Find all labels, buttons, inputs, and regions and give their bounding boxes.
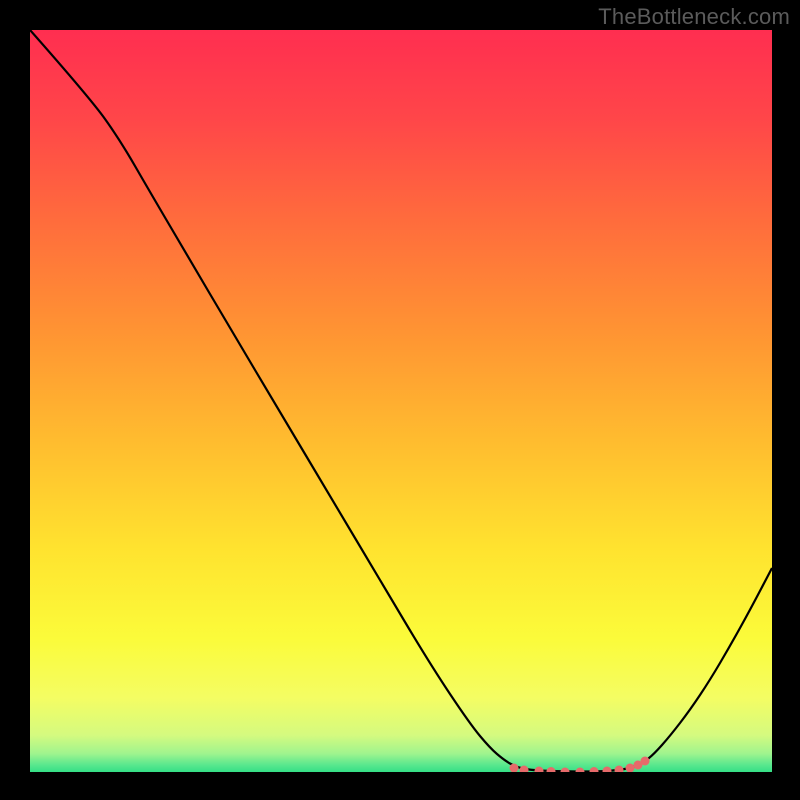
optimal-point-marker [641,757,650,766]
optimal-point-marker [615,766,624,773]
optimal-markers [30,30,772,772]
optimal-point-marker [590,767,599,772]
optimal-point-marker [535,767,544,773]
optimal-point-marker [510,764,519,773]
optimal-point-marker [561,768,570,773]
watermark-text: TheBottleneck.com [598,4,790,30]
optimal-point-marker [547,767,556,772]
optimal-point-marker [603,767,612,773]
plot-area [30,30,772,772]
optimal-point-marker [520,766,529,773]
optimal-point-marker [576,768,585,773]
optimal-point-marker [626,764,635,773]
